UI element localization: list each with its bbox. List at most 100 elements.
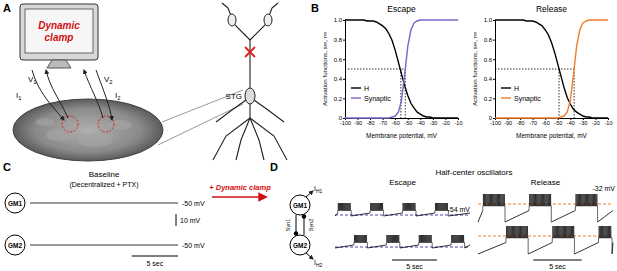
tissue-texture: [46, 129, 74, 141]
panel-title: Half-center oscillators: [436, 168, 513, 177]
ganglion: [264, 14, 272, 26]
legend-label: H: [514, 85, 519, 92]
condition: Release-32 mV5 sec: [478, 178, 615, 270]
burst: [575, 194, 597, 222]
series-line: [345, 20, 458, 118]
y-tick-label: 0.4: [484, 76, 493, 82]
tissue-texture: [77, 133, 113, 147]
y-tick-mark: [343, 40, 345, 41]
current-arrow: [306, 253, 313, 259]
y-axis-line: [493, 21, 496, 119]
condition-title: Escape: [389, 178, 416, 187]
y-axis-title: Activation functions, s∞, r∞: [471, 32, 478, 106]
y-axis: 00.20.40.60.81.0: [484, 17, 496, 121]
y-tick: 0.8: [334, 37, 345, 43]
x-tick-label: -10: [455, 120, 463, 126]
nerve: [249, 104, 250, 118]
y-tick-mark: [493, 79, 495, 80]
nerve: [213, 118, 250, 160]
interburst-trace: [335, 245, 354, 248]
x-tick-label: -20: [592, 120, 600, 126]
x-tick-label: -70: [529, 120, 537, 126]
y-tick-label: 1.0: [334, 17, 343, 23]
burst: [386, 235, 400, 248]
panel-d: Half-center oscillatorsGM1GM2Syn1Syn2IH1…: [285, 168, 615, 270]
reference-line: [495, 69, 574, 70]
x-tick: -70: [529, 118, 537, 126]
cell-node: [290, 235, 310, 255]
zoom-line: [158, 104, 243, 145]
burst: [506, 226, 528, 254]
scale-bar-label: 5 sec: [549, 263, 566, 270]
y-tick-label: 0.6: [334, 57, 343, 63]
y-tick-label: 0.6: [484, 57, 493, 63]
x-tick-label: -80: [517, 120, 525, 126]
y-tick-mark: [493, 40, 495, 41]
y-tick-mark: [493, 98, 495, 99]
x-tick-label: -50: [404, 120, 412, 126]
x-tick: -80: [517, 118, 525, 126]
synapse-terminal: [302, 214, 306, 218]
chart-title: Escape: [387, 4, 416, 14]
x-tick: -10: [605, 118, 613, 126]
y-tick-mark: [343, 118, 345, 119]
level-label: -32 mV: [592, 185, 615, 192]
current-label: IH2: [314, 259, 323, 268]
series-line: [495, 20, 608, 118]
panel-a: DynamicclampV1I1V2I2STG: [13, 3, 287, 161]
x-tick: -50: [404, 118, 412, 126]
x-tick: -40: [417, 118, 425, 126]
burst: [419, 235, 433, 248]
voltage-trace: [30, 245, 178, 246]
level-label: -50 mV: [182, 242, 205, 249]
interburst-trace: [432, 245, 451, 248]
x-tick-label: -40: [417, 120, 425, 126]
x-tick: -20: [442, 118, 450, 126]
y-tick: 0: [489, 115, 495, 121]
legend-swatch: [351, 97, 361, 98]
reference-line: [559, 69, 560, 118]
chart: -100-90-80-70-60-50-40-30-20-1000.20.40.…: [321, 4, 462, 140]
cut-mark: [245, 47, 255, 57]
cell-highlight: [62, 116, 78, 132]
panel-c: Baseline(Decentralized + PTX)GM1-50 mVGM…: [5, 170, 271, 267]
monitor-stand: [47, 60, 71, 68]
y-tick: 0.2: [334, 96, 345, 102]
legend: HSynaptic: [501, 85, 541, 103]
electrode-lead: [32, 70, 64, 120]
cell-label: GM1: [293, 202, 307, 209]
burst: [403, 203, 417, 216]
lead-label: I1: [16, 91, 21, 101]
level-label: -54 mV: [447, 206, 470, 213]
x-tick-label: -90: [354, 120, 362, 126]
burst: [483, 194, 505, 222]
interburst-trace: [416, 213, 435, 216]
legend-swatch: [501, 87, 511, 88]
x-tick: -20: [592, 118, 600, 126]
series-line: [495, 20, 608, 118]
nerve: [250, 118, 287, 160]
interburst-trace: [478, 211, 483, 223]
y-tick-mark: [343, 79, 345, 80]
burst: [338, 203, 352, 216]
x-tick: -10: [455, 118, 463, 126]
time-scale-bar: [533, 260, 581, 261]
arrow-label: + Dynamic clamp: [209, 183, 271, 192]
monitor-text: clamp: [45, 32, 74, 43]
series-line: [345, 20, 458, 118]
x-tick-label: -60: [392, 120, 400, 126]
x-tick-label: -30: [579, 120, 587, 126]
voltage-scale-bar: [176, 214, 177, 226]
x-tick: -30: [429, 118, 437, 126]
burst: [354, 235, 368, 248]
interburst-trace: [367, 245, 386, 248]
x-tick-label: -50: [554, 120, 562, 126]
nerve: [250, 118, 264, 160]
legend-label: H: [364, 85, 369, 92]
burst: [599, 226, 613, 254]
synapse: [296, 215, 297, 232]
level-line: [478, 236, 613, 237]
interburst-trace: [351, 213, 370, 216]
burst: [451, 235, 465, 248]
y-tick-label: 0.4: [334, 76, 343, 82]
